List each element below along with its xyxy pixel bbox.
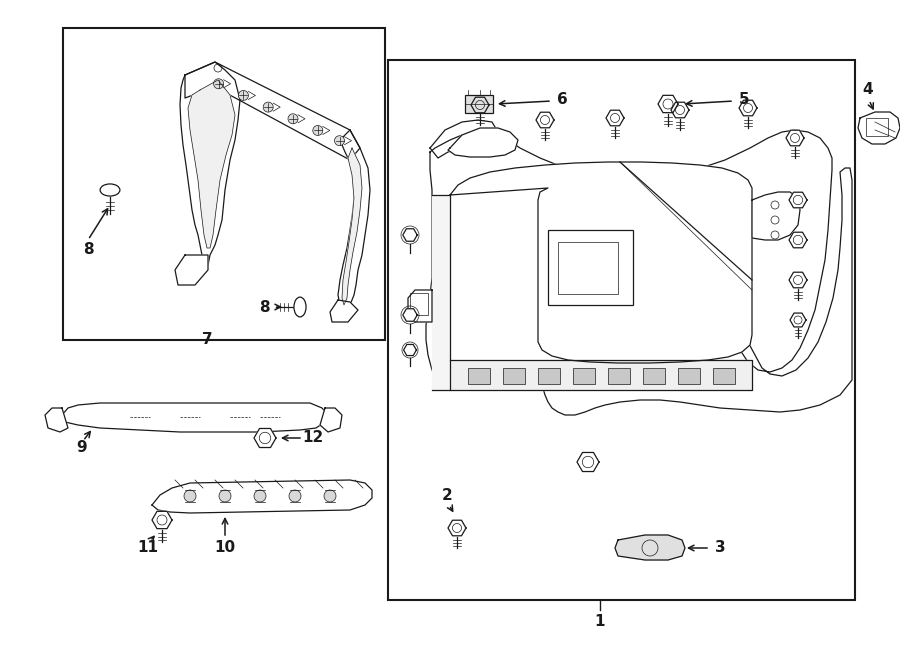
Polygon shape	[338, 130, 370, 310]
Text: 5: 5	[739, 93, 750, 107]
Polygon shape	[786, 130, 804, 146]
Bar	[713, 368, 735, 384]
Polygon shape	[430, 120, 498, 158]
Polygon shape	[254, 428, 276, 448]
Bar	[573, 368, 595, 384]
Circle shape	[213, 79, 223, 89]
Polygon shape	[606, 110, 624, 126]
Bar	[465, 95, 493, 113]
Bar	[608, 368, 630, 384]
Text: 2: 2	[442, 487, 453, 502]
Polygon shape	[471, 97, 489, 113]
Text: 3: 3	[715, 540, 725, 555]
Polygon shape	[188, 80, 235, 248]
Polygon shape	[62, 403, 328, 432]
Circle shape	[288, 114, 298, 124]
Bar	[468, 368, 490, 384]
Polygon shape	[152, 511, 172, 529]
Circle shape	[335, 136, 345, 146]
Polygon shape	[448, 128, 518, 157]
Text: 10: 10	[214, 540, 236, 555]
Polygon shape	[789, 232, 807, 248]
Circle shape	[324, 490, 336, 502]
Bar	[63, 28, 385, 340]
Circle shape	[184, 490, 196, 502]
Bar	[538, 368, 560, 384]
Polygon shape	[450, 162, 752, 363]
Bar	[410, 293, 428, 315]
Polygon shape	[180, 62, 240, 265]
Polygon shape	[403, 344, 417, 355]
Text: 1: 1	[595, 614, 605, 630]
Text: 7: 7	[202, 332, 212, 348]
Polygon shape	[426, 130, 852, 415]
Ellipse shape	[294, 297, 306, 317]
Bar	[643, 368, 665, 384]
Circle shape	[263, 102, 274, 112]
Bar	[866, 118, 888, 136]
Bar	[558, 242, 618, 294]
Ellipse shape	[100, 184, 120, 196]
Polygon shape	[408, 290, 432, 322]
Circle shape	[238, 91, 248, 101]
Polygon shape	[152, 480, 372, 513]
Polygon shape	[330, 300, 358, 322]
Text: 6: 6	[556, 93, 567, 107]
Polygon shape	[185, 62, 360, 160]
Circle shape	[313, 126, 323, 136]
Polygon shape	[752, 192, 800, 240]
Text: 12: 12	[302, 430, 324, 446]
Polygon shape	[671, 102, 689, 118]
Polygon shape	[403, 229, 418, 241]
Polygon shape	[789, 272, 807, 288]
Polygon shape	[790, 313, 806, 327]
Polygon shape	[615, 535, 685, 560]
Polygon shape	[342, 148, 362, 305]
Polygon shape	[403, 308, 418, 321]
Circle shape	[219, 490, 231, 502]
Polygon shape	[536, 112, 554, 128]
Polygon shape	[658, 95, 678, 113]
Bar	[678, 368, 700, 384]
Circle shape	[254, 490, 266, 502]
Polygon shape	[789, 192, 807, 208]
Polygon shape	[577, 452, 599, 471]
Text: 8: 8	[83, 242, 94, 258]
Text: 9: 9	[76, 440, 87, 455]
Polygon shape	[448, 520, 466, 536]
Polygon shape	[432, 195, 450, 390]
Polygon shape	[320, 408, 342, 432]
Polygon shape	[450, 360, 752, 390]
Text: 4: 4	[863, 83, 873, 97]
Polygon shape	[858, 112, 900, 144]
Bar	[503, 368, 525, 384]
Text: 11: 11	[138, 540, 158, 555]
Polygon shape	[175, 255, 208, 285]
Bar	[548, 230, 633, 305]
Circle shape	[289, 490, 301, 502]
Bar	[388, 60, 855, 600]
Polygon shape	[45, 408, 68, 432]
Text: 8: 8	[258, 299, 269, 314]
Polygon shape	[739, 100, 757, 116]
